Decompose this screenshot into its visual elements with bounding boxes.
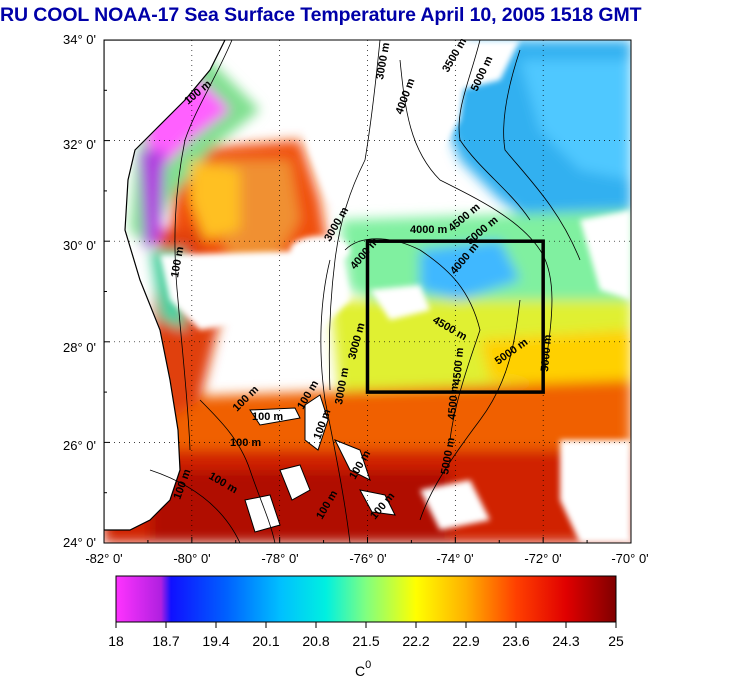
colorbar-label: 22.9 — [452, 633, 479, 649]
unit-letter: C — [355, 663, 365, 679]
colorbar-ramp — [115, 575, 617, 623]
lon-label-72: -72° 0' — [524, 551, 561, 566]
land — [104, 40, 396, 533]
colorbar-ticks — [115, 622, 617, 628]
bathymetry-contours — [149, 40, 581, 543]
colorbar-label: 20.1 — [252, 633, 279, 649]
contour-label: 4500 m — [451, 347, 466, 385]
lon-label-82: -82° 0' — [85, 551, 122, 566]
lat-label-24: 24° 0' — [63, 535, 96, 550]
map-title: RU COOL NOAA-17 Sea Surface Temperature … — [0, 4, 642, 26]
study-area-box — [365, 239, 545, 394]
lon-label-70: -70° 0' — [611, 551, 648, 566]
lat-label-34: 34° 0' — [63, 32, 96, 47]
lat-label-26: 26° 0' — [63, 438, 96, 453]
axis-ticks — [103, 39, 632, 544]
colorbar: 18 18.7 19.4 20.1 20.8 21.5 22.2 22.9 23… — [108, 575, 624, 679]
colorbar-label: 22.2 — [402, 633, 429, 649]
colorbar-unit: C0 — [355, 659, 371, 679]
unit-superscript: 0 — [365, 659, 371, 671]
lon-label-80: -80° 0' — [173, 551, 210, 566]
contour-label: 100 m — [169, 246, 186, 279]
latitude-labels: 34° 0' 32° 0' 30° 0' 28° 0' 26° 0' 24° 0… — [63, 32, 96, 550]
colorbar-label: 19.4 — [202, 633, 229, 649]
colorbar-label: 21.5 — [352, 633, 379, 649]
colorbar-label: 18.7 — [152, 633, 179, 649]
lat-label-30: 30° 0' — [63, 238, 96, 253]
colorbar-label: 25 — [608, 633, 624, 649]
colorbar-label: 20.8 — [302, 633, 329, 649]
lon-label-78: -78° 0' — [261, 551, 298, 566]
longitude-labels: -82° 0' -80° 0' -78° 0' -76° 0' -74° 0' … — [85, 551, 648, 566]
colorbar-label: 24.3 — [552, 633, 579, 649]
lon-label-74: -74° 0' — [436, 551, 473, 566]
contour-label: 100 m — [252, 411, 283, 423]
lon-label-76: -76° 0' — [349, 551, 386, 566]
contour-label: 4000 m — [410, 224, 448, 236]
colorbar-label: 18 — [108, 633, 124, 649]
contour-label: 100 m — [230, 437, 261, 449]
lat-label-32: 32° 0' — [63, 137, 96, 152]
lat-label-28: 28° 0' — [63, 340, 96, 355]
colorbar-label: 23.6 — [502, 633, 529, 649]
